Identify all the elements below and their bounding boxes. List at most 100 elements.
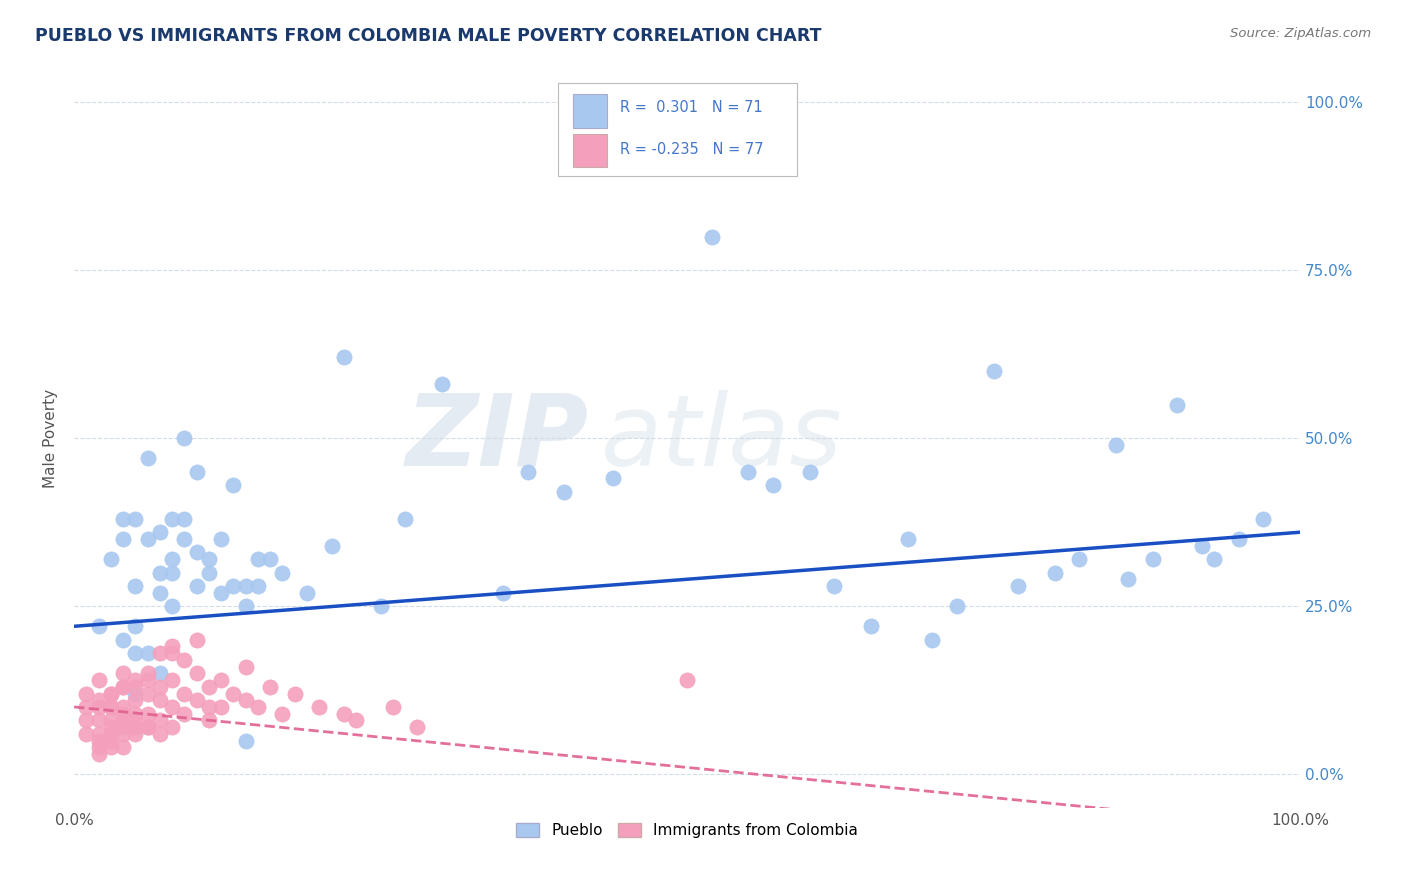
Point: [1142, 552, 1164, 566]
Point: [186, 545, 208, 559]
Point: [87, 693, 110, 707]
Point: [1204, 552, 1226, 566]
Point: [198, 680, 221, 694]
Point: [1166, 398, 1188, 412]
Point: [1191, 539, 1213, 553]
Point: [700, 229, 723, 244]
Point: [859, 619, 882, 633]
Point: [100, 686, 122, 700]
Point: [160, 599, 183, 614]
Point: [112, 727, 135, 741]
Point: [75, 727, 97, 741]
Point: [160, 566, 183, 580]
Point: [173, 686, 195, 700]
Point: [112, 680, 135, 694]
Point: [186, 666, 208, 681]
Point: [295, 585, 318, 599]
Point: [75, 700, 97, 714]
Point: [160, 720, 183, 734]
Point: [186, 693, 208, 707]
Point: [136, 673, 159, 687]
Point: [160, 700, 183, 714]
Point: [198, 552, 221, 566]
Point: [198, 566, 221, 580]
Point: [149, 525, 172, 540]
Point: [136, 451, 159, 466]
Point: [160, 646, 183, 660]
Point: [160, 673, 183, 687]
Point: [75, 714, 97, 728]
Point: [112, 714, 135, 728]
Point: [136, 532, 159, 546]
Point: [87, 747, 110, 761]
Point: [112, 680, 135, 694]
Point: [149, 646, 172, 660]
Point: [136, 720, 159, 734]
Point: [945, 599, 967, 614]
Bar: [574, 95, 607, 128]
Point: [186, 579, 208, 593]
Point: [87, 740, 110, 755]
Point: [344, 714, 367, 728]
Point: [737, 465, 759, 479]
Point: [124, 680, 146, 694]
Point: [149, 680, 172, 694]
Point: [112, 700, 135, 714]
Point: [553, 484, 575, 499]
Point: [112, 532, 135, 546]
Point: [136, 706, 159, 721]
Point: [246, 700, 269, 714]
Point: [209, 585, 232, 599]
Point: [87, 673, 110, 687]
Point: [321, 539, 343, 553]
Point: [1105, 438, 1128, 452]
Point: [235, 579, 257, 593]
Point: [370, 599, 392, 614]
Point: [87, 714, 110, 728]
Point: [602, 471, 624, 485]
Point: [259, 552, 281, 566]
Point: [983, 364, 1005, 378]
Point: [149, 666, 172, 681]
Point: [209, 700, 232, 714]
Point: [246, 552, 269, 566]
Text: ZIP: ZIP: [406, 390, 589, 487]
Point: [235, 599, 257, 614]
Point: [100, 740, 122, 755]
Point: [112, 706, 135, 721]
Point: [430, 377, 453, 392]
Point: [209, 673, 232, 687]
Point: [124, 693, 146, 707]
Point: [823, 579, 845, 593]
Point: [160, 512, 183, 526]
Text: R = -0.235   N = 77: R = -0.235 N = 77: [620, 143, 763, 157]
Point: [1118, 572, 1140, 586]
Point: [112, 720, 135, 734]
Point: [100, 700, 122, 714]
Point: [100, 727, 122, 741]
Point: [160, 552, 183, 566]
Point: [198, 714, 221, 728]
Point: [222, 579, 245, 593]
Point: [198, 700, 221, 714]
Point: [186, 632, 208, 647]
Point: [87, 700, 110, 714]
Text: Source: ZipAtlas.com: Source: ZipAtlas.com: [1230, 27, 1371, 40]
Point: [676, 673, 699, 687]
Point: [87, 619, 110, 633]
Point: [284, 686, 307, 700]
Point: [87, 733, 110, 747]
Point: [173, 706, 195, 721]
FancyBboxPatch shape: [558, 83, 797, 176]
Point: [124, 512, 146, 526]
Point: [136, 646, 159, 660]
Point: [112, 740, 135, 755]
Point: [124, 686, 146, 700]
Point: [921, 632, 943, 647]
Point: [516, 465, 538, 479]
Point: [1007, 579, 1029, 593]
Point: [100, 552, 122, 566]
Text: atlas: atlas: [602, 390, 842, 487]
Text: R =  0.301   N = 71: R = 0.301 N = 71: [620, 100, 762, 115]
Point: [492, 585, 515, 599]
